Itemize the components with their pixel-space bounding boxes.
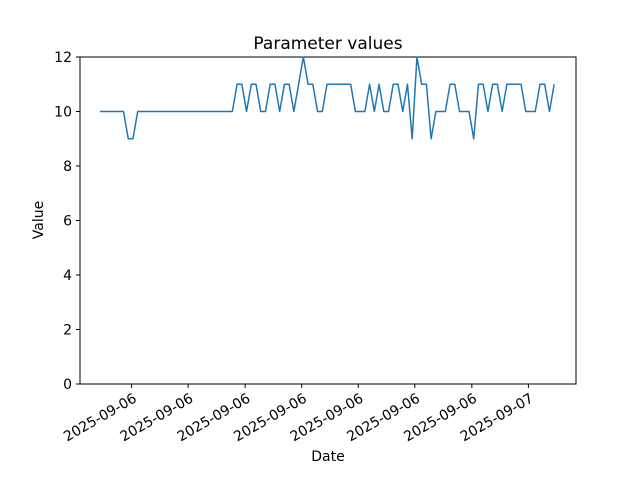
y-tick-label: 8 (63, 159, 72, 175)
x-axis-ticks: 2025-09-062025-09-062025-09-062025-09-06… (61, 384, 536, 445)
parameter-line (99, 56, 555, 140)
x-axis-label: Date (311, 449, 344, 465)
chart-title: Parameter values (253, 34, 402, 54)
y-tick-label: 2 (63, 323, 72, 339)
y-tick-label: 12 (54, 50, 72, 66)
y-tick-label: 0 (63, 377, 72, 393)
data-series (99, 56, 555, 140)
y-axis-ticks: 0 2 4 6 8 10 12 (54, 50, 80, 393)
y-tick-label: 6 (63, 214, 72, 230)
y-tick-label: 10 (54, 105, 72, 121)
y-axis-label: Value (31, 201, 47, 239)
y-tick-label: 4 (63, 268, 72, 284)
